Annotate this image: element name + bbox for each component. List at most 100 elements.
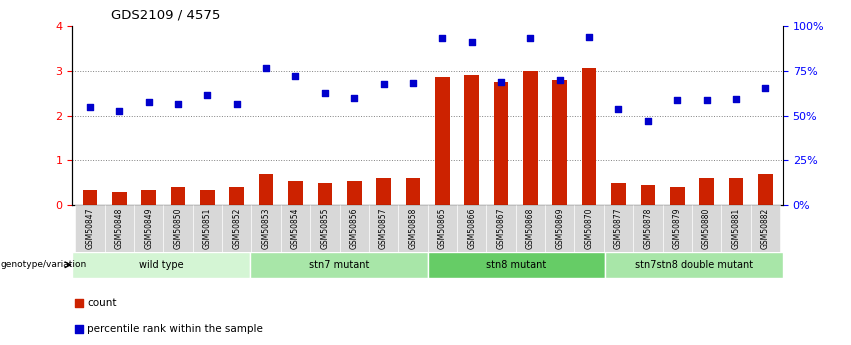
Bar [83, 189, 97, 205]
Bar [722, 205, 751, 252]
Bar [611, 183, 625, 205]
Bar [523, 71, 538, 205]
Text: GSM50869: GSM50869 [555, 208, 564, 249]
Text: GSM50850: GSM50850 [174, 208, 183, 249]
Point [700, 97, 713, 103]
Point [347, 95, 361, 100]
Point [83, 104, 97, 109]
Bar [435, 77, 449, 205]
Point [729, 96, 743, 101]
Bar [72, 252, 250, 278]
Bar [259, 174, 273, 205]
Text: GSM50852: GSM50852 [232, 208, 242, 249]
Bar [406, 178, 420, 205]
Bar [692, 205, 722, 252]
Bar [317, 183, 332, 205]
Point [377, 81, 391, 87]
Bar [728, 178, 743, 205]
Point [112, 108, 126, 114]
Bar [281, 205, 310, 252]
Point [336, 232, 350, 238]
Bar [427, 252, 605, 278]
Point [465, 39, 478, 44]
Bar [340, 205, 368, 252]
Bar [552, 80, 567, 205]
Text: GSM50879: GSM50879 [672, 208, 682, 249]
Bar [633, 205, 663, 252]
Bar [574, 205, 604, 252]
Text: GSM50857: GSM50857 [379, 208, 388, 249]
Bar [75, 205, 105, 252]
Bar [251, 205, 281, 252]
Point [406, 80, 420, 86]
Point [612, 106, 625, 112]
Bar [200, 189, 214, 205]
Point [201, 92, 214, 98]
Bar [192, 205, 222, 252]
Point [318, 90, 332, 96]
Bar [663, 205, 692, 252]
Point [641, 118, 654, 124]
Bar [222, 205, 251, 252]
Bar [582, 68, 597, 205]
Text: GSM50854: GSM50854 [291, 208, 300, 249]
Text: GSM50865: GSM50865 [437, 208, 447, 249]
Point [758, 85, 772, 90]
Point [288, 73, 302, 79]
Bar [134, 205, 163, 252]
Bar [398, 205, 427, 252]
Text: stn7 mutant: stn7 mutant [309, 260, 369, 270]
Text: GSM50877: GSM50877 [614, 208, 623, 249]
Bar [288, 181, 303, 205]
Text: GSM50878: GSM50878 [643, 208, 653, 249]
Bar [368, 205, 398, 252]
Point [171, 101, 185, 107]
Bar [105, 205, 134, 252]
Text: GSM50851: GSM50851 [203, 208, 212, 249]
Bar [516, 205, 545, 252]
Text: GSM50849: GSM50849 [144, 208, 153, 249]
Text: GSM50881: GSM50881 [732, 208, 740, 249]
Bar [427, 205, 457, 252]
Text: percentile rank within the sample: percentile rank within the sample [88, 324, 263, 334]
Bar [230, 187, 244, 205]
Text: GSM50855: GSM50855 [320, 208, 329, 249]
Bar [171, 187, 186, 205]
Text: GSM50856: GSM50856 [350, 208, 359, 249]
Point [260, 66, 273, 71]
Point [671, 97, 684, 103]
Bar [465, 75, 479, 205]
Bar [347, 181, 362, 205]
Bar [112, 192, 127, 205]
Point [230, 101, 243, 107]
Text: GSM50847: GSM50847 [85, 208, 94, 249]
Bar [751, 205, 780, 252]
Text: GSM50848: GSM50848 [115, 208, 123, 249]
Bar [641, 185, 655, 205]
Point [142, 99, 156, 105]
Bar [605, 252, 783, 278]
Point [494, 79, 508, 85]
Text: GSM50880: GSM50880 [702, 208, 711, 249]
Bar [604, 205, 633, 252]
Point [553, 77, 567, 82]
Point [523, 36, 537, 41]
Bar [163, 205, 192, 252]
Text: GSM50870: GSM50870 [585, 208, 594, 249]
Text: count: count [88, 298, 117, 308]
Bar [141, 189, 156, 205]
Text: wild type: wild type [139, 260, 184, 270]
Text: GSM50882: GSM50882 [761, 208, 770, 249]
Point [436, 36, 449, 41]
Text: GSM50868: GSM50868 [526, 208, 535, 249]
Text: GSM50867: GSM50867 [496, 208, 505, 249]
Text: genotype/variation: genotype/variation [1, 260, 87, 269]
Point [336, 0, 350, 1]
Text: GSM50866: GSM50866 [467, 208, 477, 249]
Bar [487, 205, 516, 252]
Text: GDS2109 / 4575: GDS2109 / 4575 [111, 9, 220, 22]
Bar [700, 178, 714, 205]
Text: stn7stn8 double mutant: stn7stn8 double mutant [635, 260, 753, 270]
Bar [758, 174, 773, 205]
Bar [457, 205, 487, 252]
